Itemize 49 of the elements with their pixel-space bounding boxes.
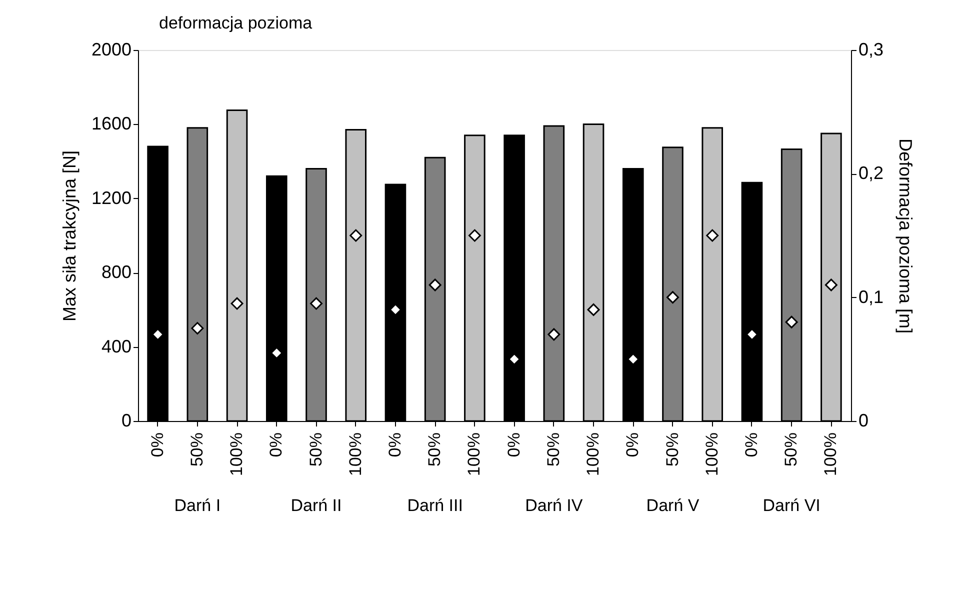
point <box>587 303 600 316</box>
text: Darń VI <box>762 496 820 515</box>
point <box>824 278 838 292</box>
y-tick-label: 400 <box>101 336 132 356</box>
point <box>785 316 798 328</box>
y-tick-label: 1600 <box>91 114 132 134</box>
point <box>310 297 322 310</box>
y-tick-label: 1200 <box>91 188 132 208</box>
point <box>548 328 560 341</box>
point <box>428 278 442 292</box>
point <box>706 229 719 242</box>
text: Darń IV <box>525 496 584 515</box>
y-tick-label: 0 <box>121 410 132 430</box>
y2-tick-label: 0,2 <box>858 163 884 184</box>
x-tick-label: 100% <box>227 432 246 476</box>
x-tick-label: 0% <box>266 432 286 458</box>
y2-tick-label: 0 <box>858 410 869 430</box>
y-axis-title: Max siła trakcyjna [N] <box>59 150 80 322</box>
x-tick-label: 100% <box>464 432 484 476</box>
x-tick-label: 50% <box>425 432 444 467</box>
point <box>666 291 679 304</box>
y2-axis-title: Deformacja pozioma [m] <box>896 138 916 334</box>
x-tick-label: 0% <box>504 432 524 458</box>
x-tick-label: 0% <box>148 432 167 458</box>
x-tick-label: 100% <box>584 432 603 476</box>
y-tick-label: 800 <box>101 262 132 282</box>
y2-tick-label: 0,1 <box>858 286 884 307</box>
y-tick-label: 2000 <box>91 40 132 60</box>
x-tick-label: 100% <box>702 432 722 476</box>
text: Darń III <box>407 496 463 515</box>
text: deformacja pozioma <box>159 14 313 32</box>
x-tick-label: 100% <box>821 432 840 476</box>
y2-tick-label: 0,3 <box>858 40 884 60</box>
text: Darń V <box>646 496 700 515</box>
x-tick-label: 50% <box>662 432 682 467</box>
x-tick-label: 50% <box>306 432 326 467</box>
x-tick-label: 50% <box>187 432 206 467</box>
text: Darń II <box>290 496 342 515</box>
point <box>191 322 204 334</box>
point <box>350 229 362 242</box>
point <box>468 229 481 242</box>
text: Darń I <box>174 496 221 515</box>
x-tick-label: 50% <box>544 432 563 467</box>
x-tick-label: 50% <box>782 432 801 467</box>
point <box>230 297 244 310</box>
x-tick-label: 100% <box>346 432 365 476</box>
x-tick-label: 0% <box>623 432 642 458</box>
x-tick-label: 0% <box>742 432 761 458</box>
x-tick-label: 0% <box>385 432 404 458</box>
